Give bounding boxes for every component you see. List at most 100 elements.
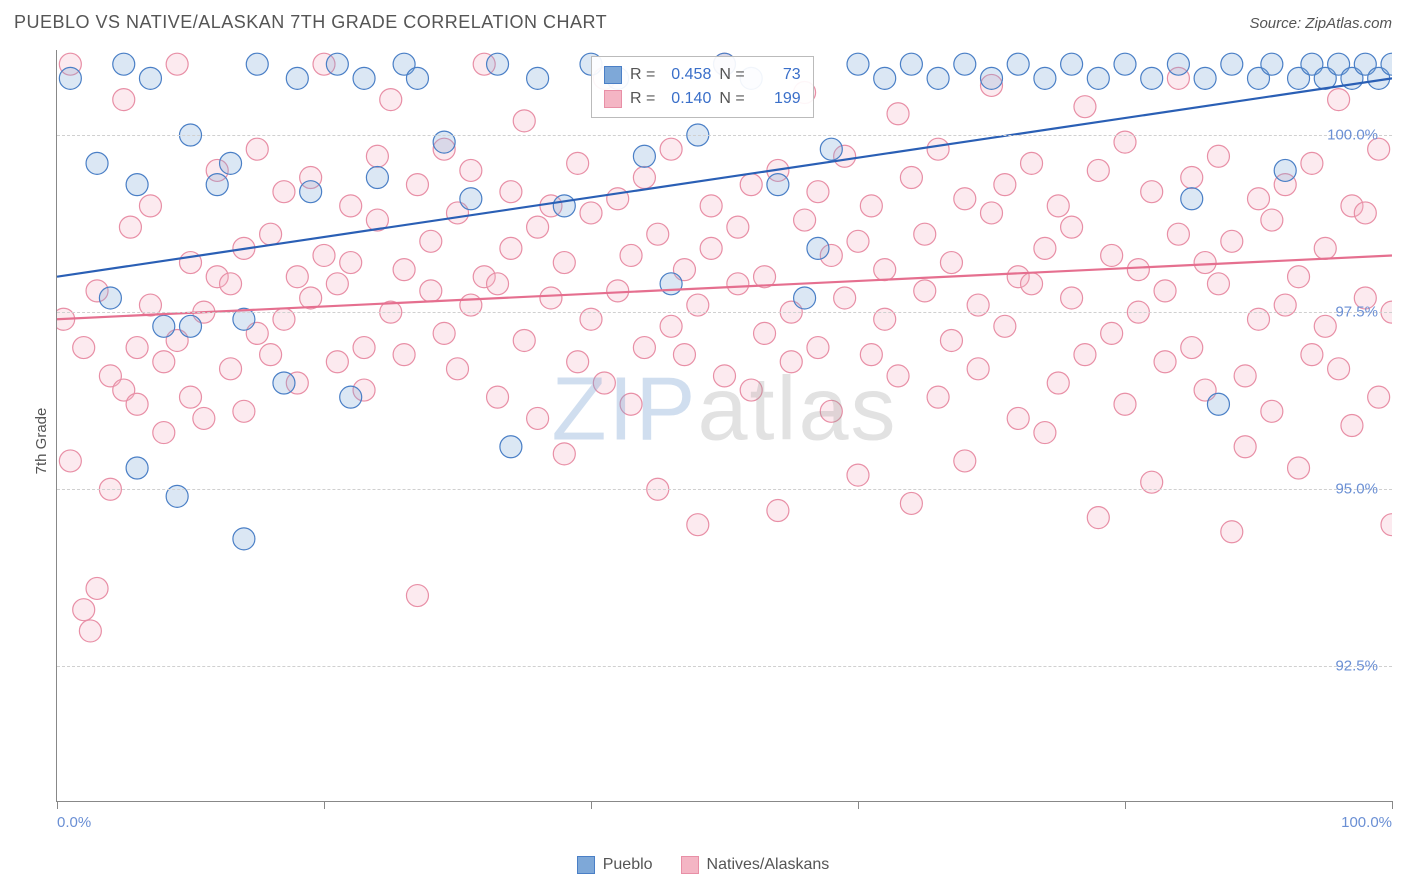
scatter-point bbox=[326, 53, 348, 75]
scatter-point bbox=[513, 329, 535, 351]
scatter-point bbox=[527, 216, 549, 238]
scatter-point bbox=[233, 528, 255, 550]
pueblo-r-value: 0.458 bbox=[663, 63, 711, 87]
scatter-point bbox=[954, 450, 976, 472]
scatter-point bbox=[1301, 152, 1323, 174]
scatter-point bbox=[714, 365, 736, 387]
scatter-point bbox=[1288, 266, 1310, 288]
scatter-point bbox=[73, 337, 95, 359]
scatter-point bbox=[1314, 237, 1336, 259]
scatter-point bbox=[126, 393, 148, 415]
scatter-point bbox=[633, 337, 655, 359]
ytick-label: 95.0% bbox=[1335, 481, 1378, 498]
scatter-point bbox=[487, 386, 509, 408]
scatter-point bbox=[286, 266, 308, 288]
scatter-point bbox=[860, 344, 882, 366]
scatter-point bbox=[460, 188, 482, 210]
scatter-point bbox=[79, 620, 101, 642]
gridline bbox=[57, 312, 1392, 313]
scatter-point bbox=[834, 287, 856, 309]
scatter-point bbox=[900, 492, 922, 514]
scatter-point bbox=[807, 337, 829, 359]
scatter-point bbox=[620, 393, 642, 415]
scatter-point bbox=[59, 67, 81, 89]
legend-item-pueblo: Pueblo bbox=[577, 856, 653, 874]
scatter-point bbox=[1007, 53, 1029, 75]
scatter-point bbox=[153, 351, 175, 373]
scatter-point bbox=[447, 358, 469, 380]
scatter-point bbox=[1314, 315, 1336, 337]
scatter-point bbox=[660, 138, 682, 160]
scatter-point bbox=[1181, 188, 1203, 210]
scatter-point bbox=[1368, 386, 1390, 408]
scatter-point bbox=[1301, 344, 1323, 366]
xlabel-right: 100.0% bbox=[1341, 814, 1392, 831]
scatter-point bbox=[326, 273, 348, 295]
xtick bbox=[858, 801, 859, 809]
xtick bbox=[591, 801, 592, 809]
stats-row-pueblo: R = 0.458 N = 73 bbox=[604, 63, 801, 87]
scatter-point bbox=[633, 145, 655, 167]
scatter-point bbox=[1167, 53, 1189, 75]
scatter-point bbox=[393, 259, 415, 281]
scatter-point bbox=[1034, 67, 1056, 89]
scatter-point bbox=[1181, 167, 1203, 189]
scatter-point bbox=[1021, 152, 1043, 174]
scatter-point bbox=[914, 223, 936, 245]
scatter-point bbox=[794, 209, 816, 231]
scatter-point bbox=[166, 53, 188, 75]
scatter-point bbox=[1061, 53, 1083, 75]
scatter-point bbox=[820, 138, 842, 160]
scatter-point bbox=[1248, 188, 1270, 210]
scatter-point bbox=[647, 223, 669, 245]
xtick bbox=[57, 801, 58, 809]
scatter-svg bbox=[57, 50, 1392, 801]
scatter-point bbox=[1234, 365, 1256, 387]
scatter-point bbox=[1154, 351, 1176, 373]
scatter-point bbox=[119, 216, 141, 238]
scatter-point bbox=[393, 344, 415, 366]
scatter-point bbox=[740, 379, 762, 401]
scatter-point bbox=[754, 322, 776, 344]
scatter-point bbox=[1047, 372, 1069, 394]
legend-item-natives: Natives/Alaskans bbox=[681, 856, 830, 874]
scatter-point bbox=[927, 67, 949, 89]
chart-source: Source: ZipAtlas.com bbox=[1249, 15, 1392, 32]
scatter-point bbox=[1101, 322, 1123, 344]
scatter-point bbox=[927, 138, 949, 160]
scatter-point bbox=[220, 152, 242, 174]
scatter-point bbox=[1328, 358, 1350, 380]
ytick-label: 100.0% bbox=[1327, 127, 1378, 144]
scatter-point bbox=[1127, 259, 1149, 281]
scatter-point bbox=[1074, 96, 1096, 118]
scatter-point bbox=[1221, 230, 1243, 252]
scatter-point bbox=[340, 252, 362, 274]
scatter-point bbox=[700, 237, 722, 259]
scatter-point bbox=[139, 67, 161, 89]
scatter-point bbox=[1288, 457, 1310, 479]
scatter-point bbox=[900, 53, 922, 75]
scatter-point bbox=[874, 259, 896, 281]
scatter-point bbox=[660, 315, 682, 337]
scatter-point bbox=[246, 53, 268, 75]
scatter-point bbox=[487, 53, 509, 75]
natives-legend-swatch-icon bbox=[681, 856, 699, 874]
scatter-point bbox=[73, 599, 95, 621]
scatter-point bbox=[1181, 337, 1203, 359]
xtick bbox=[324, 801, 325, 809]
scatter-point bbox=[59, 450, 81, 472]
scatter-point bbox=[99, 287, 121, 309]
chart-header: PUEBLO VS NATIVE/ALASKAN 7TH GRADE CORRE… bbox=[14, 12, 1392, 33]
gridline bbox=[57, 135, 1392, 136]
scatter-point bbox=[180, 315, 202, 337]
scatter-point bbox=[767, 174, 789, 196]
scatter-point bbox=[914, 280, 936, 302]
scatter-point bbox=[820, 400, 842, 422]
scatter-point bbox=[593, 372, 615, 394]
scatter-point bbox=[527, 67, 549, 89]
scatter-point bbox=[1354, 202, 1376, 224]
scatter-point bbox=[1341, 415, 1363, 437]
scatter-point bbox=[406, 585, 428, 607]
scatter-point bbox=[1167, 223, 1189, 245]
scatter-point bbox=[1087, 507, 1109, 529]
